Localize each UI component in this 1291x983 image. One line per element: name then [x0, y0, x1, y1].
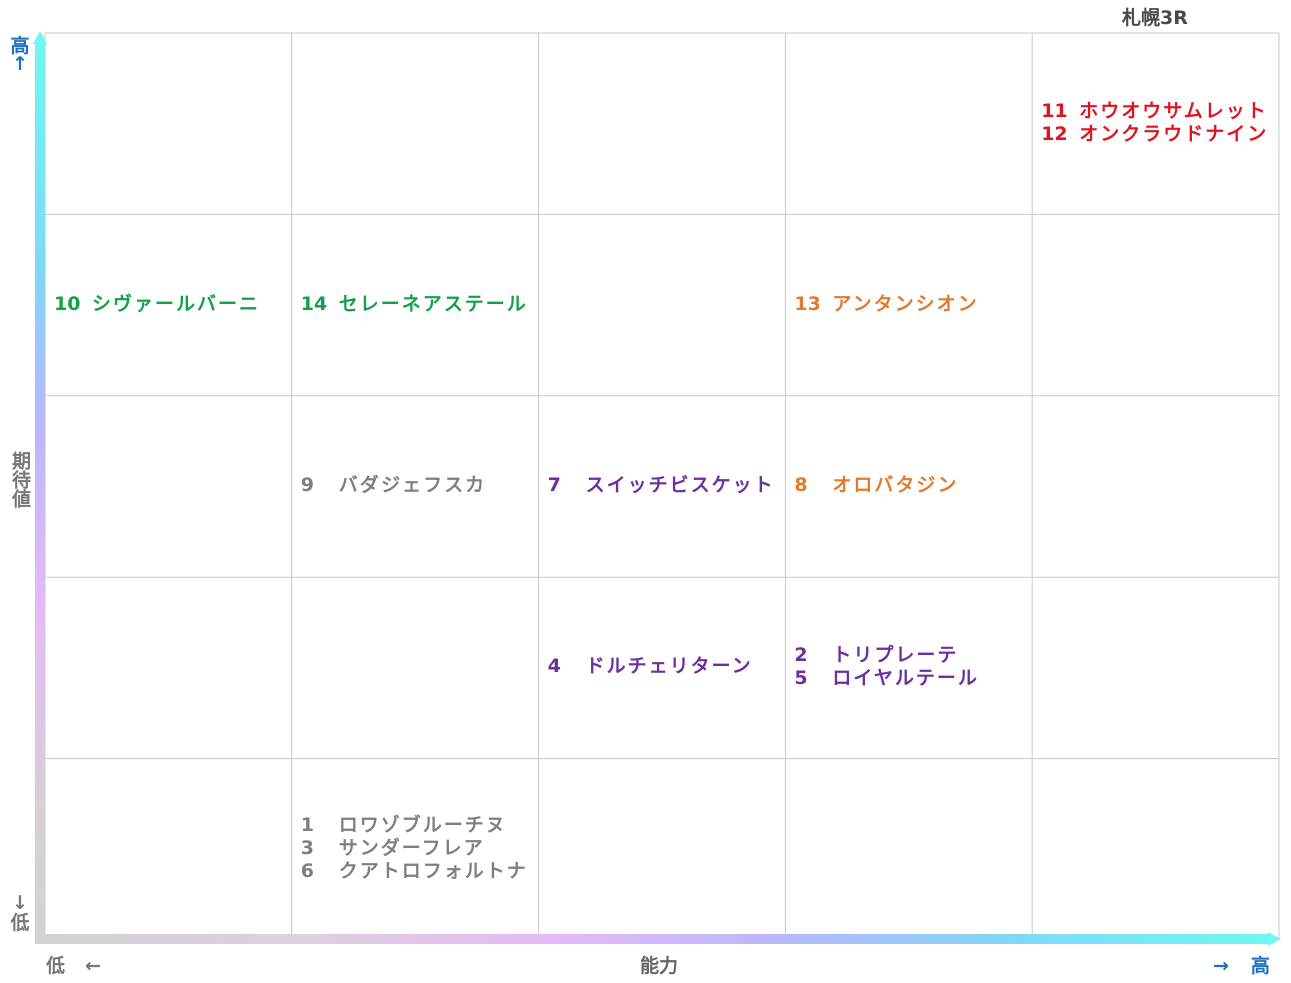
cell-entries: 10 シヴァールバーニ: [54, 293, 260, 316]
cell-entries: 2 トリプレーテ 5 ロイヤルテール: [794, 644, 978, 690]
horse-entry: 5 ロイヤルテール: [794, 667, 978, 690]
horse-name: オロバタジン: [832, 474, 959, 496]
horse-entry: 11 ホウオウサムレット: [1041, 100, 1268, 123]
cell-entries: 14 セレーネアステール: [301, 293, 528, 316]
y-low-label: ↓ 低: [10, 892, 30, 934]
x-high-label: → 高: [1213, 955, 1270, 977]
horse-number: 12: [1041, 122, 1068, 145]
y-axis-label-text: 期待値: [9, 451, 31, 508]
horse-number: 6: [300, 859, 315, 882]
horse-entry: 10 シヴァールバーニ: [54, 293, 260, 316]
horse-entry: 1 ロワゾブルーチヌ: [301, 814, 528, 837]
horse-name: ドルチェリターン: [585, 655, 753, 678]
horse-number: 7: [547, 474, 561, 496]
horse-number: 2: [794, 643, 808, 666]
cell-entries: 11 ホウオウサムレット 12 オンクラウドナイン: [1041, 100, 1268, 146]
horse-name: トリプレーテ: [832, 643, 959, 666]
horse-number: 11: [1041, 99, 1068, 122]
horse-name: クアトロフォルトナ: [338, 859, 528, 882]
horse-entry: 9 バダジェフスカ: [301, 474, 486, 497]
horse-number: 5: [794, 666, 808, 689]
x-axis-arrow: [35, 932, 1281, 946]
horse-entry: 3 サンダーフレア: [301, 837, 528, 860]
y-axis-arrow: [33, 31, 47, 942]
horse-number: 1: [300, 813, 315, 836]
chart-title: 札幌3R: [1122, 7, 1188, 29]
horse-name: ホウオウサムレット: [1079, 99, 1268, 122]
horse-entry: 12 オンクラウドナイン: [1041, 123, 1268, 146]
horse-number: 13: [794, 292, 821, 315]
horse-entry: 8 オロバタジン: [794, 474, 958, 497]
y-axis-label: 期待値: [9, 451, 31, 508]
cell-entries: 1 ロワゾブルーチヌ 3 サンダーフレア 6 クアトロフォルトナ: [301, 814, 528, 883]
horse-entry: 14 セレーネアステール: [301, 293, 528, 316]
horse-name: バダジェフスカ: [338, 474, 487, 496]
horse-name: ロワゾブルーチヌ: [338, 813, 507, 836]
horse-entry: 13 アンタンシオン: [794, 293, 978, 316]
x-low-label: 低 ←: [46, 955, 101, 977]
horse-name: セレーネアステール: [338, 292, 528, 315]
cell-entries: 4 ドルチェリターン: [548, 655, 753, 678]
cell-entries: 13 アンタンシオン: [794, 293, 978, 316]
x-axis-label: 能力: [640, 955, 679, 977]
horse-name: スイッチビスケット: [585, 474, 775, 496]
horse-entry: 7 スイッチビスケット: [548, 474, 775, 497]
horse-number: 3: [300, 836, 315, 859]
horse-entry: 6 クアトロフォルトナ: [301, 860, 528, 883]
horse-number: 4: [547, 655, 561, 678]
y-high-label: 高 ↑: [10, 35, 30, 75]
horse-number: 14: [300, 292, 328, 315]
horse-number: 10: [54, 292, 81, 315]
horse-entry: 2 トリプレーテ: [794, 644, 978, 667]
horse-number: 9: [300, 474, 315, 496]
horse-name: シヴァールバーニ: [92, 292, 261, 315]
cell-entries: 9 バダジェフスカ: [301, 474, 486, 497]
horse-name: ロイヤルテール: [832, 666, 979, 689]
horse-entry: 4 ドルチェリターン: [548, 655, 753, 678]
horse-name: アンタンシオン: [832, 292, 979, 315]
cell-entries: 7 スイッチビスケット: [548, 474, 775, 497]
horse-number: 8: [794, 474, 808, 496]
cell-entries: 8 オロバタジン: [794, 474, 958, 497]
horse-name: オンクラウドナイン: [1079, 122, 1269, 145]
horse-name: サンダーフレア: [338, 836, 485, 859]
